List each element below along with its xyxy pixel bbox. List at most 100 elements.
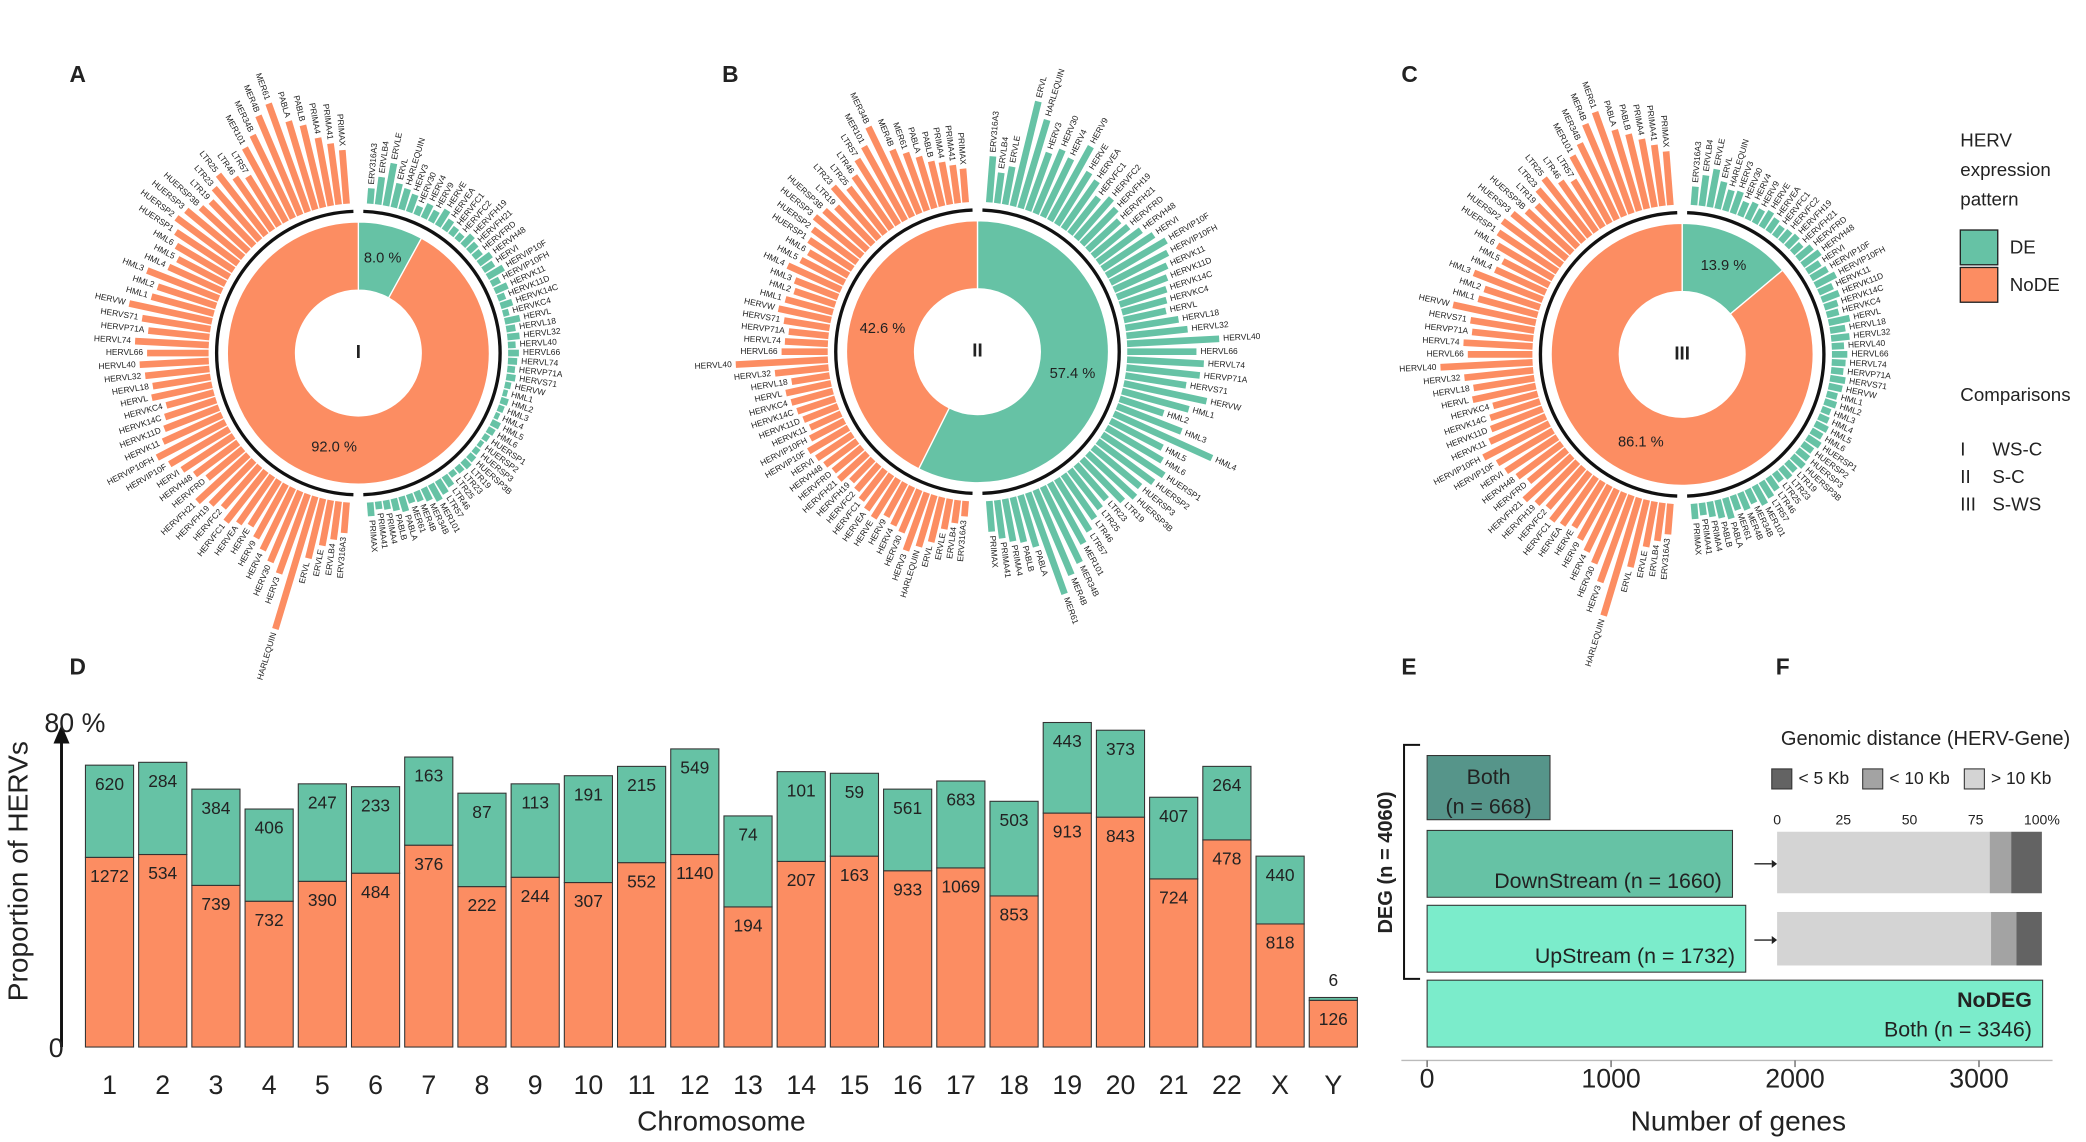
- circular-bar: [208, 458, 257, 507]
- circular-bar: [1090, 224, 1131, 259]
- circular-bar: [1825, 308, 1840, 319]
- count-label: 440: [1266, 865, 1295, 885]
- bar-segment: [989, 895, 1039, 1048]
- panel-label: C: [1401, 61, 1417, 87]
- count-label: 74: [738, 825, 758, 845]
- count-label: 163: [414, 766, 443, 786]
- count-label: 933: [893, 879, 922, 899]
- circular-bar: [1570, 178, 1606, 230]
- circular-bar: [1017, 494, 1040, 548]
- circular-bar: [152, 373, 212, 390]
- bar-segment: [244, 808, 294, 902]
- bar-segment: [297, 880, 347, 1048]
- family-label: HERVL40: [1223, 331, 1261, 343]
- panel-label: A: [70, 61, 86, 87]
- circular-bar: [434, 208, 451, 228]
- family-label: ERV316A3: [366, 142, 379, 184]
- circular-bar: [1737, 200, 1750, 218]
- bar-segment: [883, 788, 933, 872]
- circular-bar: [382, 499, 391, 510]
- count-label: 549: [680, 758, 709, 778]
- family-label: PRIMAX: [1659, 115, 1672, 148]
- circular-bar: [1124, 316, 1180, 332]
- ring-arc: [214, 209, 354, 497]
- circular-bar: [493, 282, 509, 295]
- x-tick-label: 1: [102, 1070, 117, 1100]
- legend-title: HERV: [1960, 130, 2012, 151]
- circular-bar: [1095, 438, 1156, 486]
- circular-bar: [802, 403, 840, 423]
- x-tick-label: 10: [574, 1070, 604, 1100]
- bar-segment: [457, 792, 507, 888]
- family-label: ERVLB4: [377, 140, 391, 173]
- count-label: 1069: [942, 877, 981, 897]
- family-label: PABLA: [276, 90, 293, 119]
- circular-bar: [1100, 431, 1166, 479]
- count-label: 484: [361, 882, 390, 902]
- family-label: ERVL: [1034, 75, 1049, 99]
- circular-bar: [834, 204, 876, 247]
- circular-bar: [390, 182, 403, 209]
- family-label: PRIMA41: [1700, 518, 1715, 555]
- circular-bar: [496, 292, 507, 302]
- circular-bar: [448, 468, 458, 478]
- circular-bar: [951, 499, 962, 524]
- bar-segment: [723, 815, 773, 908]
- circular-bar: [1638, 138, 1658, 208]
- x-tick-label: 100%: [2024, 812, 2060, 828]
- family-label: HERVL66: [1427, 349, 1465, 359]
- x-tick-label: 8: [475, 1070, 490, 1100]
- circular-bar: [1039, 484, 1083, 564]
- x-tick-label: 13: [733, 1070, 763, 1100]
- circular-bar: [272, 495, 319, 630]
- circular-bar: [812, 214, 865, 259]
- circular-bar: [466, 452, 477, 463]
- circular-bar: [1494, 266, 1548, 296]
- family-label: PABLA: [1602, 99, 1619, 128]
- circular-bar: [1813, 420, 1829, 433]
- family-label: ERVLE: [1007, 134, 1022, 163]
- family-label: HML3: [1184, 428, 1209, 446]
- circular-bar: [259, 486, 296, 552]
- circular-bar: [1583, 487, 1620, 553]
- circular-bar: [460, 458, 472, 470]
- family-label: HERVL74: [94, 333, 132, 345]
- bar-label: (n = 668): [1445, 794, 1531, 818]
- bar-segment: [1308, 996, 1358, 1001]
- circular-bar: [1488, 413, 1548, 445]
- count-label: 503: [1000, 810, 1029, 830]
- count-label: 739: [201, 894, 230, 914]
- bar-label: DownStream (n = 1660): [1494, 869, 1722, 893]
- x-tick-label: 6: [368, 1070, 383, 1100]
- circular-bar: [471, 248, 483, 260]
- ring-arc: [363, 209, 502, 497]
- count-label: 87: [472, 802, 491, 822]
- circular-bar: [1090, 444, 1143, 490]
- circular-bar: [870, 476, 901, 520]
- count-label: 376: [414, 854, 443, 874]
- bar-segment: [829, 772, 880, 857]
- family-label: HARLEQUIN: [1043, 67, 1067, 117]
- circular-bar: [1126, 335, 1220, 348]
- circular-bar: [1500, 218, 1564, 268]
- circular-bar: [1817, 413, 1830, 424]
- bar-segment: [1042, 812, 1092, 1048]
- circular-bar: [366, 188, 375, 205]
- circular-bar: [1470, 316, 1535, 334]
- x-axis-title: Number of genes: [1631, 1106, 1846, 1137]
- x-tick-label: 19: [1052, 1070, 1082, 1100]
- count-label: 552: [627, 871, 656, 891]
- circular-bar: [481, 260, 496, 273]
- bar-segment: [936, 867, 986, 1048]
- circular-bar: [1690, 503, 1699, 520]
- bar-segment: [1149, 796, 1199, 880]
- bar-segment: [670, 748, 720, 856]
- bar-label: Both (n = 3346): [1884, 1018, 2032, 1042]
- bar-segment: [138, 853, 188, 1048]
- family-label: HERV9: [1088, 116, 1110, 146]
- circular-bar: [305, 497, 327, 560]
- circular-bar: [501, 308, 510, 317]
- family-label: HERVP71A: [1424, 321, 1469, 336]
- bar-segment: [563, 775, 613, 884]
- donut-label: 92.0 %: [311, 439, 357, 455]
